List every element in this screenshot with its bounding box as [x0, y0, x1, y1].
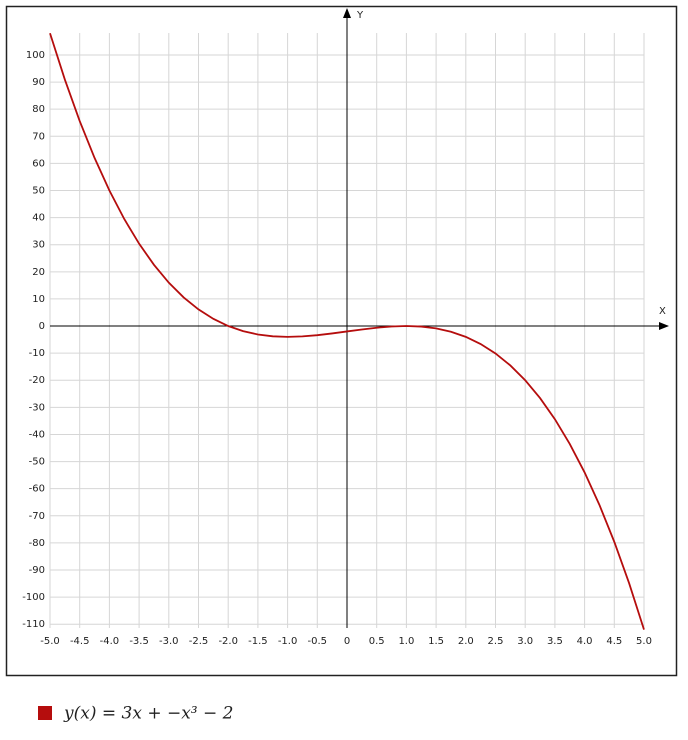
x-tick-label: -2.0	[218, 636, 238, 647]
x-tick-label: 1.0	[398, 636, 414, 647]
x-tick-label: -2.5	[189, 636, 209, 647]
x-tick-label: 0	[344, 636, 350, 647]
y-tick-label: 20	[32, 267, 45, 278]
x-tick-label: 2.0	[458, 636, 474, 647]
y-tick-label: 70	[32, 131, 45, 142]
x-tick-label: -0.5	[308, 636, 328, 647]
y-tick-label: -50	[29, 457, 45, 468]
y-tick-label: -60	[29, 484, 45, 495]
y-tick-label: 30	[32, 240, 45, 251]
legend-label: y(x) = 3x + −x³ − 2	[63, 704, 233, 724]
x-tick-label: 4.0	[577, 636, 593, 647]
y-tick-label: 10	[32, 294, 45, 305]
x-tick-label: 5.0	[636, 636, 652, 647]
y-tick-label: -20	[29, 375, 45, 386]
y-tick-label: -70	[29, 511, 45, 522]
y-tick-label: 60	[32, 158, 45, 169]
legend-swatch	[38, 706, 52, 720]
chart-frame	[5, 5, 678, 677]
x-tick-label: -3.5	[129, 636, 149, 647]
x-tick-label: 1.5	[428, 636, 444, 647]
y-tick-label: 100	[26, 50, 45, 61]
x-tick-label: -4.0	[100, 636, 120, 647]
y-tick-label: 90	[32, 77, 45, 88]
y-tick-label: -100	[22, 592, 45, 603]
x-tick-label: 3.5	[547, 636, 563, 647]
x-tick-label: 3.0	[517, 636, 533, 647]
y-tick-label: 50	[32, 185, 45, 196]
y-tick-label: 40	[32, 213, 45, 224]
x-tick-label: -1.0	[278, 636, 298, 647]
y-tick-label: -30	[29, 402, 45, 413]
x-tick-label: 4.5	[606, 636, 622, 647]
axes: -5.0 -4.5 -4.0 -3.5 -3.0 -2.5 -2.0 -1.5 -1.0 -0.5…	[22, 8, 669, 647]
y-tick-label: -110	[22, 619, 45, 630]
x-tick-label: -4.5	[70, 636, 90, 647]
y-tick-label: -10	[29, 348, 45, 359]
plot	[49, 32, 645, 630]
x-tick-label: -1.5	[248, 636, 268, 647]
x-tick-label: -5.0	[40, 636, 60, 647]
x-tick-label: -3.0	[159, 636, 179, 647]
series-line	[49, 32, 645, 630]
y-axis-label: Y	[356, 10, 364, 21]
y-tick-label: -90	[29, 565, 45, 576]
y-tick-label: 80	[32, 104, 45, 115]
x-tick-label: 2.5	[488, 636, 504, 647]
y-tick-label: 0	[39, 321, 45, 332]
y-tick-label: -80	[29, 538, 45, 549]
x-axis-label: X	[659, 306, 666, 317]
y-tick-label: -40	[29, 429, 45, 440]
x-tick-label: 0.5	[369, 636, 385, 647]
